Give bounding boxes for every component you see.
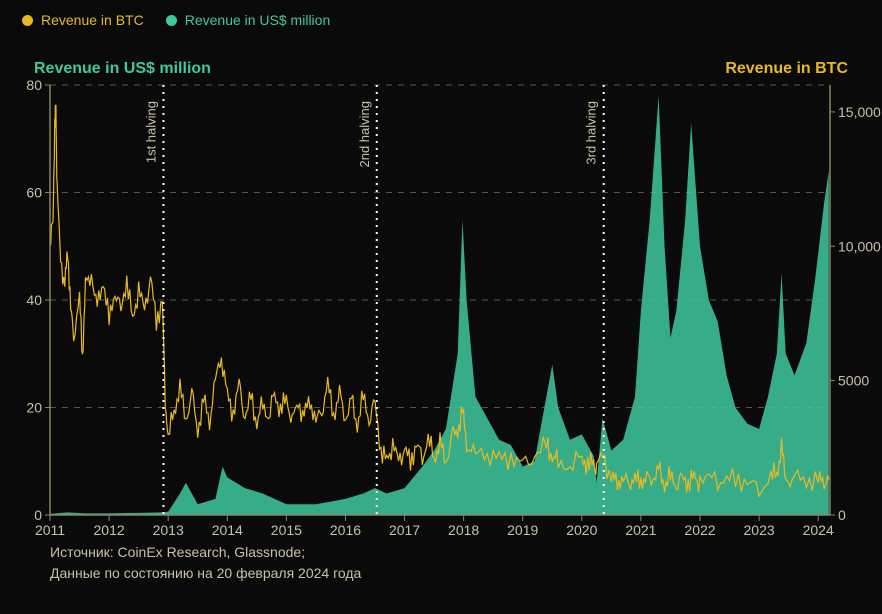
svg-text:2021: 2021 xyxy=(625,522,656,538)
svg-text:2016: 2016 xyxy=(330,522,361,538)
plot-area: 1st halving2nd halving3rd halving 201120… xyxy=(50,85,830,535)
svg-text:2012: 2012 xyxy=(94,522,125,538)
svg-text:2011: 2011 xyxy=(35,522,65,538)
svg-text:2013: 2013 xyxy=(153,522,184,538)
svg-text:2017: 2017 xyxy=(389,522,420,538)
svg-text:2015: 2015 xyxy=(271,522,302,538)
svg-text:1st halving: 1st halving xyxy=(143,101,158,163)
legend-item-btc: Revenue in BTC xyxy=(22,12,144,28)
legend: Revenue in BTC Revenue in US$ million xyxy=(22,12,330,28)
svg-text:2020: 2020 xyxy=(566,522,597,538)
svg-text:2022: 2022 xyxy=(684,522,715,538)
legend-dot-btc xyxy=(22,15,33,26)
svg-text:2018: 2018 xyxy=(448,522,479,538)
svg-text:2019: 2019 xyxy=(507,522,538,538)
source-line2: Данные по состоянию на 20 февраля 2024 г… xyxy=(50,563,361,584)
axis-title-right: Revenue in BTC xyxy=(725,60,848,78)
legend-label-btc: Revenue in BTC xyxy=(41,12,144,28)
svg-text:10,000: 10,000 xyxy=(838,238,881,254)
svg-text:20: 20 xyxy=(26,400,42,416)
source-text: Источник: CoinEx Research, Glassnode; Да… xyxy=(50,542,361,584)
svg-text:0: 0 xyxy=(34,507,42,523)
svg-text:5000: 5000 xyxy=(838,373,869,389)
svg-text:2014: 2014 xyxy=(212,522,243,538)
legend-label-usd: Revenue in US$ million xyxy=(185,12,331,28)
legend-dot-usd xyxy=(166,15,177,26)
svg-text:2nd halving: 2nd halving xyxy=(357,101,372,168)
source-line1: Источник: CoinEx Research, Glassnode; xyxy=(50,542,361,563)
svg-text:40: 40 xyxy=(26,292,42,308)
svg-text:60: 60 xyxy=(26,185,42,201)
svg-text:3rd halving: 3rd halving xyxy=(584,101,599,165)
svg-text:15,000: 15,000 xyxy=(838,104,881,120)
chart-container: Revenue in BTC Revenue in US$ million Re… xyxy=(0,0,882,614)
axis-title-left: Revenue in US$ million xyxy=(34,60,211,78)
svg-text:2023: 2023 xyxy=(744,522,775,538)
svg-text:2024: 2024 xyxy=(803,522,834,538)
svg-text:80: 80 xyxy=(26,77,42,93)
svg-text:0: 0 xyxy=(838,507,846,523)
legend-item-usd: Revenue in US$ million xyxy=(166,12,331,28)
